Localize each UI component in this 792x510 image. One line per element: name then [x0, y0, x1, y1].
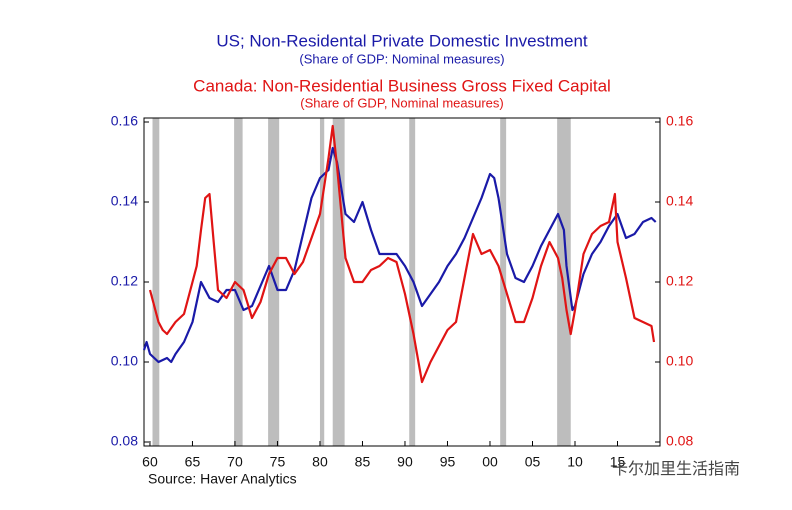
- x-tick-label: 00: [482, 454, 498, 470]
- y2-tick-label: 0.14: [666, 193, 693, 209]
- x-tick-label: 05: [525, 454, 541, 470]
- y2-tick-label: 0.16: [666, 113, 693, 129]
- x-tick-label: 15: [610, 454, 626, 470]
- x-tick-label: 65: [185, 454, 201, 470]
- y-tick-label: 0.14: [111, 193, 138, 209]
- y-tick-label: 0.08: [111, 433, 138, 449]
- recession-band: [152, 118, 160, 446]
- x-tick-label: 10: [567, 454, 583, 470]
- source-note: Source: Haver Analytics: [148, 471, 297, 487]
- recession-band: [332, 118, 345, 446]
- x-tick-label: 75: [270, 454, 286, 470]
- x-tick-label: 85: [355, 454, 371, 470]
- y2-tick-label: 0.10: [666, 353, 693, 369]
- x-tick-label: 95: [440, 454, 456, 470]
- chart-title: US; Non-Residental Private Domestic Inve…: [216, 31, 588, 50]
- recession-band: [409, 118, 416, 446]
- recession-band: [557, 118, 571, 446]
- y2-tick-label: 0.08: [666, 433, 693, 449]
- x-tick-label: 60: [142, 454, 158, 470]
- series-line: [142, 146, 657, 364]
- y-tick-label: 0.12: [111, 273, 138, 289]
- y-tick-label: 0.10: [111, 353, 138, 369]
- watermark: 卡尔加里生活指南: [612, 460, 740, 478]
- recession-band: [234, 118, 243, 446]
- recession-band: [319, 118, 325, 446]
- x-tick-label: 80: [312, 454, 328, 470]
- y2-tick-label: 0.12: [666, 273, 693, 289]
- chart-subtitle: (Share of GDP: Nominal measures): [299, 51, 504, 66]
- x-tick-label: 70: [227, 454, 243, 470]
- series-line: [148, 124, 656, 384]
- y-tick-label: 0.16: [111, 113, 138, 129]
- chart-title-2: Canada: Non-Residential Business Gross F…: [193, 76, 611, 95]
- x-tick-label: 90: [397, 454, 413, 470]
- chart-subtitle-2: (Share of GDP, Nominal measures): [300, 95, 504, 110]
